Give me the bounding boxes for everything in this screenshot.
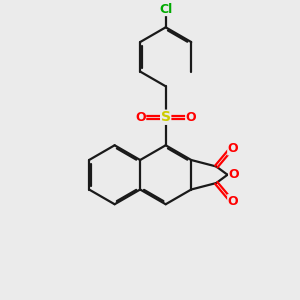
Text: O: O — [135, 111, 146, 124]
Text: O: O — [186, 111, 196, 124]
Text: S: S — [161, 110, 171, 124]
Text: O: O — [228, 195, 238, 208]
Text: O: O — [229, 168, 239, 181]
Text: Cl: Cl — [159, 2, 172, 16]
Text: O: O — [228, 142, 238, 155]
